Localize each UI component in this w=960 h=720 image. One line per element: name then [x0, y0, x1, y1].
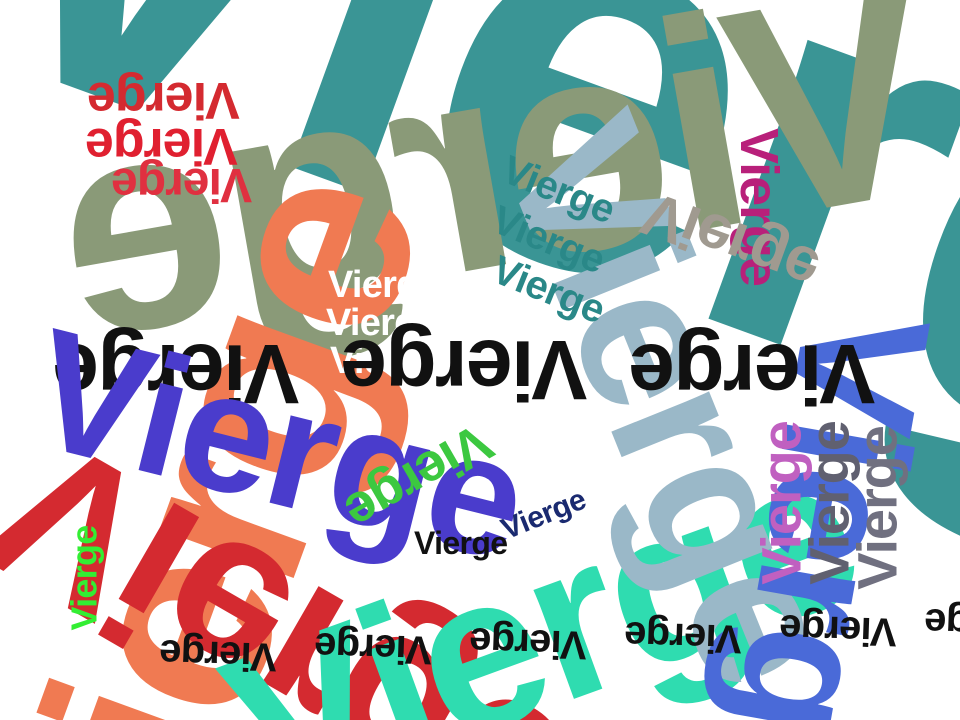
word-white-2: Vierge — [326, 302, 438, 344]
word-white-3: Vierge — [330, 340, 442, 382]
word-white-1: Vierge — [328, 264, 440, 306]
word-bottom-upside-2: Vierge — [314, 623, 433, 673]
word-bottom-upside-3: Vierge — [469, 618, 588, 668]
word-bottom-upside-6: Vierge — [924, 599, 960, 649]
word-lime-vertical: Vierge — [63, 525, 105, 631]
word-black-small: Vierge — [414, 525, 508, 561]
word-bottom-upside-1: Vierge — [159, 630, 278, 680]
word-bottom-upside-5: Vierge — [779, 605, 898, 655]
word-red-upside-3: Vierge — [112, 158, 253, 211]
word-black-upside-3: Vierge — [630, 327, 876, 421]
word-slate-vertical-2: Vierge — [845, 426, 909, 590]
word-bottom-upside-4: Vierge — [624, 612, 743, 662]
